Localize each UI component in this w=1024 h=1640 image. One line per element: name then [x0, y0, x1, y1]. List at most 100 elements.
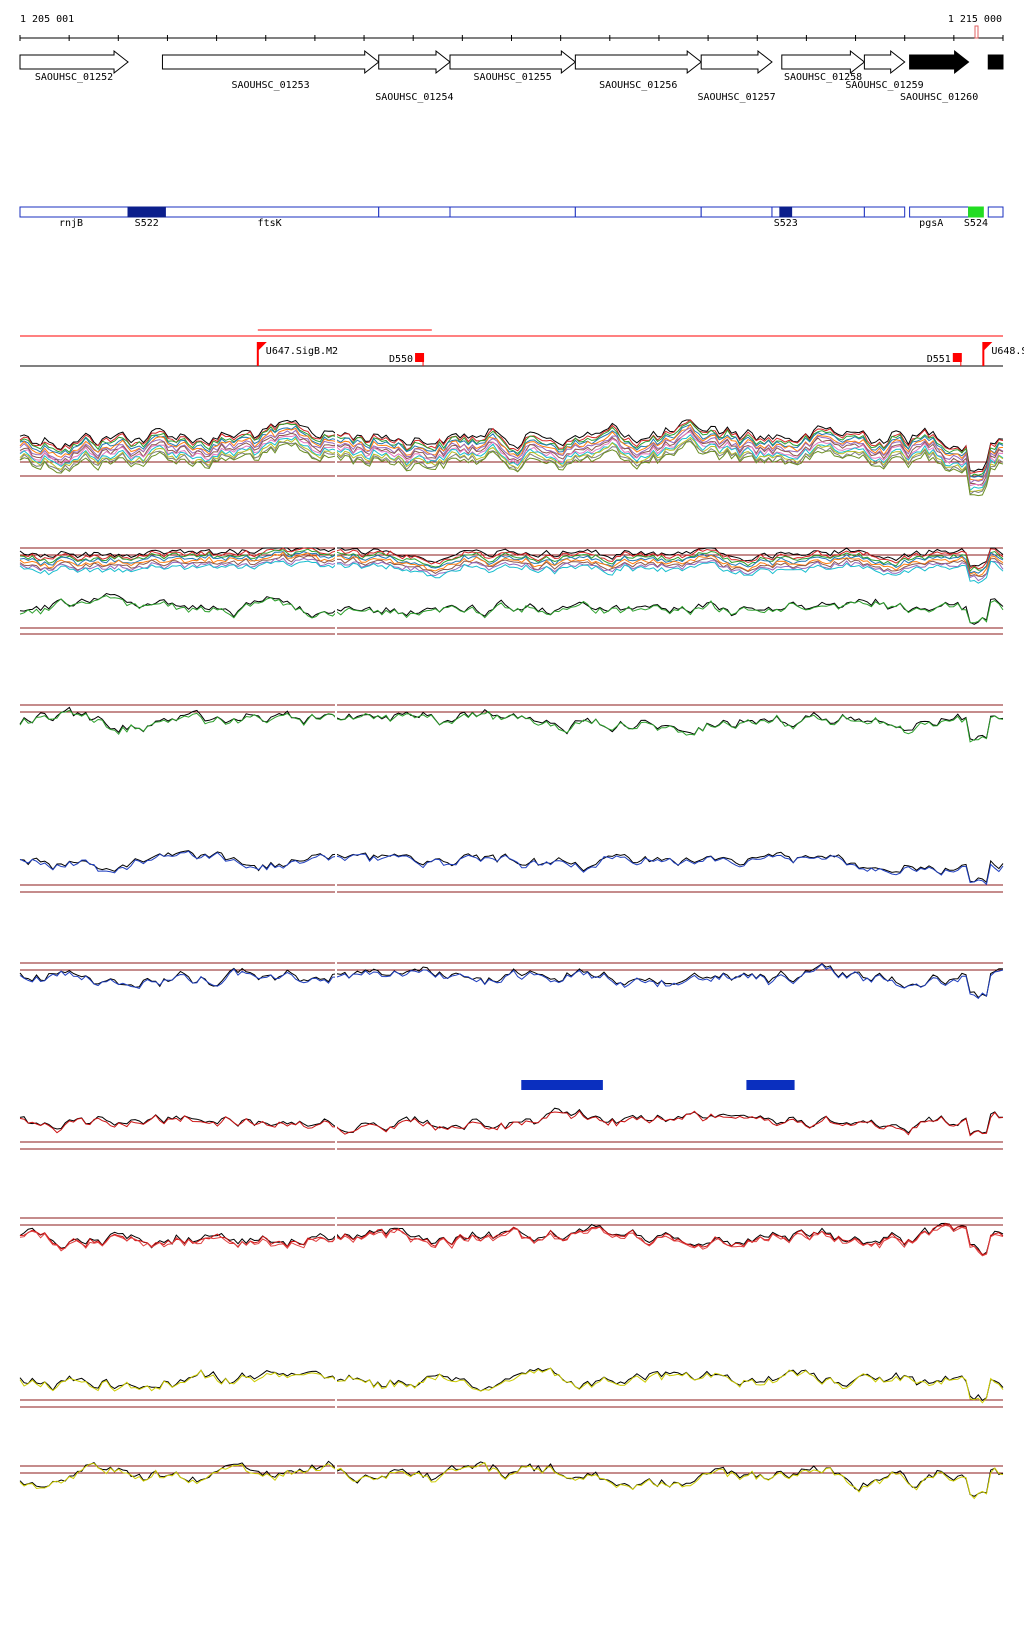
gene-track: SAOUHSC_01252 SAOUHSC_01253 SAOUHSC_01254 S…	[19, 49, 1004, 103]
expression-series	[19, 553, 1004, 577]
expression-series	[19, 1110, 1004, 1137]
gene-label: SAOUHSC_01253	[231, 80, 309, 91]
segment-label: S524	[964, 218, 988, 229]
annotation-label: rnjB	[59, 218, 83, 229]
gene-arrow	[574, 49, 702, 75]
expression-track-multi-1	[19, 415, 1004, 500]
start-coordinate-label: 1 205 001	[20, 14, 74, 25]
gene-arrow	[19, 49, 129, 75]
annotation-track: S522 S523 S524 rnjB ftsK pgsA	[19, 206, 1004, 229]
annotation-box	[863, 206, 906, 218]
expression-track-red-1	[19, 1100, 1004, 1155]
expression-series	[19, 547, 1004, 570]
coordinate-ruler: 1 205 001 1 215 000	[19, 14, 1004, 41]
gene-label: SAOUHSC_01259	[845, 80, 923, 91]
feature-bar	[521, 1080, 603, 1090]
expression-series	[19, 420, 1004, 478]
expression-series	[19, 433, 1004, 492]
annotation-segment	[779, 206, 793, 218]
expression-series	[19, 595, 1004, 624]
expression-series	[19, 850, 1004, 886]
gene-arrow	[863, 49, 906, 75]
feature-flag	[983, 342, 993, 351]
annotation-label: pgsA	[919, 218, 943, 229]
expression-series	[19, 963, 1004, 1000]
feature-flag	[257, 342, 267, 351]
expression-series	[19, 431, 1004, 487]
expression-track-blue-1	[19, 840, 1004, 900]
expression-series	[19, 547, 1004, 567]
gene-label: SAOUHSC_01255	[474, 72, 552, 83]
expression-tracks	[19, 415, 1004, 1520]
expression-series	[19, 551, 1004, 574]
annotation-box	[700, 206, 773, 218]
expression-series	[19, 592, 1004, 625]
feature-label: U647.SigB.M2	[266, 346, 338, 357]
gene-arrow	[700, 49, 773, 75]
expression-track-blue-2	[19, 950, 1004, 1015]
gene-arrow	[449, 49, 577, 75]
annotation-segment	[127, 206, 166, 218]
annotation-box	[574, 206, 702, 218]
expression-track-yellow-1	[19, 1355, 1004, 1425]
expression-series	[19, 1107, 1004, 1136]
expression-series	[19, 560, 1004, 584]
expression-series	[19, 440, 1004, 497]
feature-label: D550	[389, 354, 413, 365]
annotation-segment	[968, 206, 984, 218]
feature-bars	[521, 1080, 795, 1090]
gene-arrow	[909, 49, 970, 75]
feature-label: U648.S	[991, 346, 1024, 357]
expression-track-yellow-2	[19, 1450, 1004, 1520]
expression-track-green-1	[19, 585, 1004, 645]
expression-series	[19, 1367, 1004, 1404]
expression-series	[19, 419, 1004, 475]
expression-series	[19, 1460, 1004, 1497]
gene-arrow	[378, 49, 451, 75]
expression-series	[19, 1224, 1004, 1257]
gene-arrow	[161, 49, 380, 75]
expression-series	[19, 1367, 1004, 1402]
segment-label: S523	[774, 218, 798, 229]
gene-arrow	[987, 54, 1004, 70]
annotation-box	[161, 206, 380, 218]
annotation-label: ftsK	[258, 218, 282, 229]
expression-series	[19, 963, 1004, 999]
annotation-box	[987, 206, 1004, 218]
gene-label: SAOUHSC_01254	[375, 92, 453, 103]
expression-series	[19, 436, 1004, 492]
expression-series	[19, 423, 1004, 478]
feature-bar	[746, 1080, 795, 1090]
expression-track-multi-2	[19, 543, 1004, 588]
regulation-track: U647.SigB.M2 D550 D551 U648.S	[20, 329, 1024, 367]
expression-series	[19, 557, 1004, 582]
ruler-marker	[974, 25, 979, 39]
gene-label: SAOUHSC_01252	[35, 72, 113, 83]
annotation-box	[449, 206, 576, 218]
gene-label: SAOUHSC_01258	[784, 72, 862, 83]
segment-label: S522	[135, 218, 159, 229]
gene-label: SAOUHSC_01260	[900, 92, 978, 103]
feature-flag	[952, 353, 962, 362]
expression-series	[19, 438, 1004, 496]
annotation-box	[378, 206, 451, 218]
expression-series	[19, 548, 1004, 573]
expression-track-red-2	[19, 1210, 1004, 1280]
expression-series	[19, 709, 1004, 743]
expression-series	[19, 1462, 1004, 1500]
end-coordinate-label: 1 215 000	[948, 14, 1002, 25]
expression-series	[19, 419, 1004, 472]
feature-flag	[415, 353, 425, 362]
gene-label: SAOUHSC_01257	[697, 92, 775, 103]
gene-label: SAOUHSC_01256	[599, 80, 677, 91]
annotation-box	[19, 206, 129, 218]
expression-series	[19, 429, 1004, 486]
gene-arrow	[781, 49, 866, 75]
expression-series	[19, 551, 1004, 577]
expression-series	[19, 427, 1004, 485]
expression-track-green-2	[19, 695, 1004, 760]
expression-series	[19, 1223, 1004, 1255]
annotation-box	[909, 206, 970, 218]
feature-label: D551	[927, 354, 951, 365]
